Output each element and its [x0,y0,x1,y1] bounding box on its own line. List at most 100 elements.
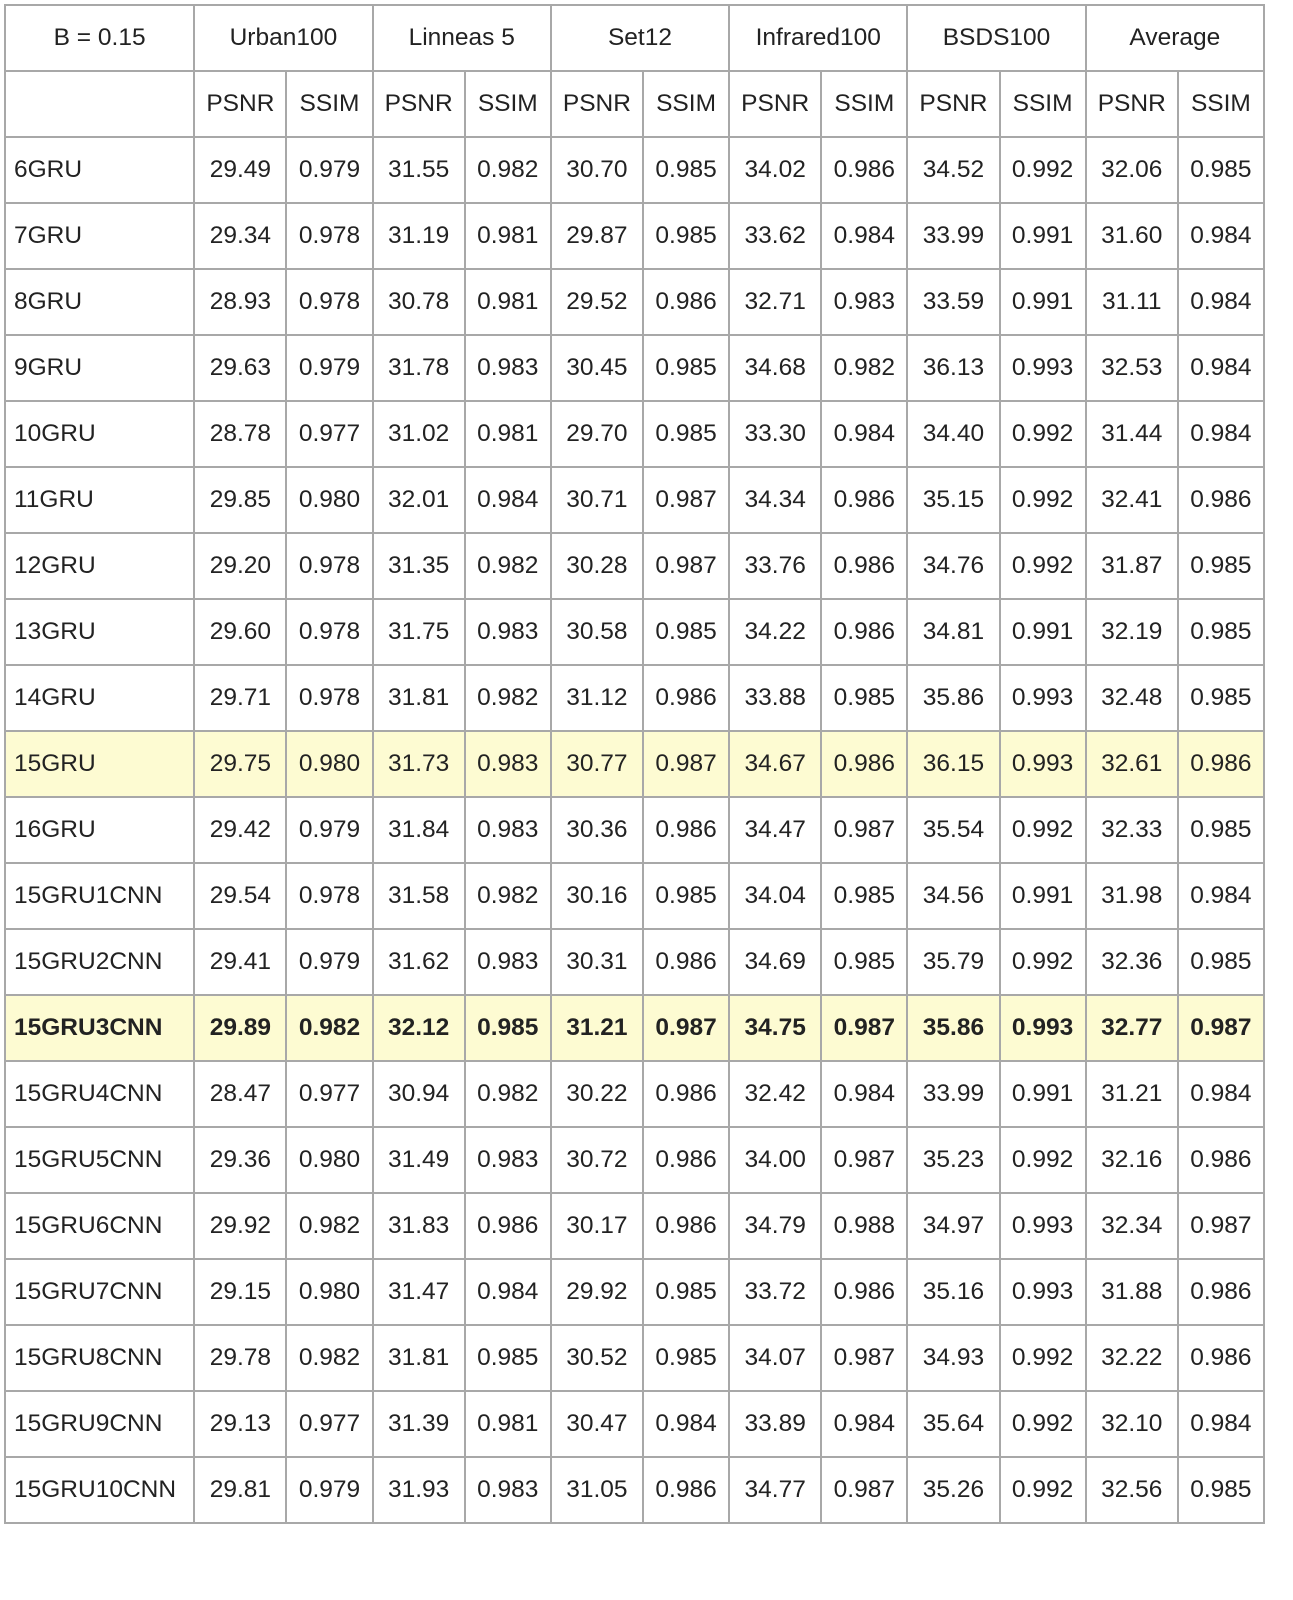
table-row: 15GRU5CNN 29.36 0.980 31.49 0.983 30.72 0.986 3… [3,1126,1266,1194]
model-name-cell: 10GRU [3,400,196,468]
ssim-value-cell: 0.986 [641,928,731,996]
table-row: 15GRU 29.75 0.980 31.73 0.983 30.77 0.987 34.67… [3,730,1266,798]
ssim-value-cell: 0.981 [463,400,552,468]
ssim-value-cell: 0.981 [463,202,552,270]
psnr-value-cell: 32.53 [1084,334,1179,402]
table-row: 9GRU 29.63 0.979 31.78 0.983 30.45 0.985 34.68 0… [3,334,1266,402]
psnr-value-cell: 31.88 [1084,1258,1179,1326]
psnr-value-cell: 33.72 [728,1258,823,1326]
ssim-value-cell: 0.985 [1176,136,1266,204]
psnr-value-cell: 29.92 [549,1258,644,1326]
table-row: 15GRU3CNN 29.89 0.982 32.12 0.985 31.21 0.987 3… [3,994,1266,1062]
ssim-value-cell: 0.985 [463,1324,552,1392]
ssim-value-cell: 0.987 [820,1456,909,1524]
metric-header-ssim: SSIM [998,70,1087,138]
ssim-value-cell: 0.978 [285,862,374,930]
psnr-value-cell: 29.92 [193,1192,288,1260]
psnr-value-cell: 32.71 [728,268,823,336]
ssim-value-cell: 0.987 [820,1324,909,1392]
table-row: 13GRU 29.60 0.978 31.75 0.983 30.58 0.985 34.22… [3,598,1266,666]
model-name-cell: 15GRU5CNN [3,1126,196,1194]
metric-header-ssim: SSIM [641,70,731,138]
psnr-value-cell: 34.00 [728,1126,823,1194]
psnr-value-cell: 31.12 [549,664,644,732]
psnr-value-cell: 31.81 [371,1324,466,1392]
ssim-value-cell: 0.985 [641,598,731,666]
ssim-value-cell: 0.979 [285,796,374,864]
dataset-header-row: B = 0.15 Urban100 Linneas 5 Set12 Infrar… [3,4,1266,72]
psnr-value-cell: 30.28 [549,532,644,600]
psnr-value-cell: 29.87 [549,202,644,270]
model-name-cell: 15GRU10CNN [3,1456,196,1524]
ssim-value-cell: 0.986 [641,1192,731,1260]
psnr-value-cell: 35.16 [906,1258,1001,1326]
ssim-value-cell: 0.980 [285,466,374,534]
psnr-value-cell: 33.89 [728,1390,823,1458]
dataset-header: Set12 [549,4,731,72]
psnr-value-cell: 32.56 [1084,1456,1179,1524]
ssim-value-cell: 0.993 [998,334,1087,402]
psnr-value-cell: 30.71 [549,466,644,534]
ssim-value-cell: 0.984 [820,400,909,468]
ssim-value-cell: 0.993 [998,664,1087,732]
psnr-value-cell: 31.58 [371,862,466,930]
psnr-value-cell: 34.77 [728,1456,823,1524]
ssim-value-cell: 0.983 [463,928,552,996]
ssim-value-cell: 0.984 [1176,1390,1266,1458]
ssim-value-cell: 0.987 [820,1126,909,1194]
psnr-value-cell: 33.76 [728,532,823,600]
model-name-cell: 11GRU [3,466,196,534]
dataset-header: BSDS100 [906,4,1087,72]
ssim-value-cell: 0.979 [285,334,374,402]
psnr-value-cell: 31.05 [549,1456,644,1524]
psnr-value-cell: 34.56 [906,862,1001,930]
table-row: 15GRU7CNN 29.15 0.980 31.47 0.984 29.92 0.985 3… [3,1258,1266,1326]
psnr-value-cell: 31.49 [371,1126,466,1194]
psnr-value-cell: 29.49 [193,136,288,204]
metric-header-row: PSNR SSIM PSNR SSIM PSNR SSIM PSNR SSIM … [3,70,1266,138]
metric-header-psnr: PSNR [371,70,466,138]
ssim-value-cell: 0.983 [463,334,552,402]
metric-header-psnr: PSNR [549,70,644,138]
ssim-value-cell: 0.983 [463,598,552,666]
ssim-value-cell: 0.987 [820,796,909,864]
table-row: 15GRU6CNN 29.92 0.982 31.83 0.986 30.17 0.986 3… [3,1192,1266,1260]
psnr-value-cell: 29.63 [193,334,288,402]
psnr-value-cell: 32.36 [1084,928,1179,996]
ssim-value-cell: 0.986 [641,268,731,336]
psnr-value-cell: 32.16 [1084,1126,1179,1194]
ssim-value-cell: 0.984 [463,466,552,534]
psnr-value-cell: 34.68 [728,334,823,402]
psnr-value-cell: 29.20 [193,532,288,600]
psnr-value-cell: 35.86 [906,994,1001,1062]
ssim-value-cell: 0.981 [463,1390,552,1458]
psnr-value-cell: 29.89 [193,994,288,1062]
ssim-value-cell: 0.983 [463,730,552,798]
table-row: 15GRU10CNN 29.81 0.979 31.93 0.983 31.05 0.986… [3,1456,1266,1524]
ssim-value-cell: 0.977 [285,1390,374,1458]
psnr-value-cell: 36.15 [906,730,1001,798]
ssim-value-cell: 0.986 [820,136,909,204]
table-row: 15GRU1CNN 29.54 0.978 31.58 0.982 30.16 0.985 3… [3,862,1266,930]
psnr-value-cell: 30.94 [371,1060,466,1128]
ssim-value-cell: 0.983 [820,268,909,336]
ssim-value-cell: 0.993 [998,730,1087,798]
psnr-value-cell: 31.44 [1084,400,1179,468]
ssim-value-cell: 0.984 [820,202,909,270]
psnr-value-cell: 34.67 [728,730,823,798]
psnr-value-cell: 31.47 [371,1258,466,1326]
ssim-value-cell: 0.986 [1176,730,1266,798]
ssim-value-cell: 0.977 [285,1060,374,1128]
psnr-value-cell: 34.76 [906,532,1001,600]
ssim-value-cell: 0.985 [1176,928,1266,996]
psnr-value-cell: 30.17 [549,1192,644,1260]
ssim-value-cell: 0.987 [641,730,731,798]
psnr-value-cell: 34.22 [728,598,823,666]
psnr-value-cell: 34.81 [906,598,1001,666]
ssim-value-cell: 0.980 [285,1258,374,1326]
metric-header-psnr: PSNR [193,70,288,138]
psnr-value-cell: 32.41 [1084,466,1179,534]
ssim-value-cell: 0.986 [641,664,731,732]
psnr-value-cell: 29.13 [193,1390,288,1458]
psnr-value-cell: 35.15 [906,466,1001,534]
